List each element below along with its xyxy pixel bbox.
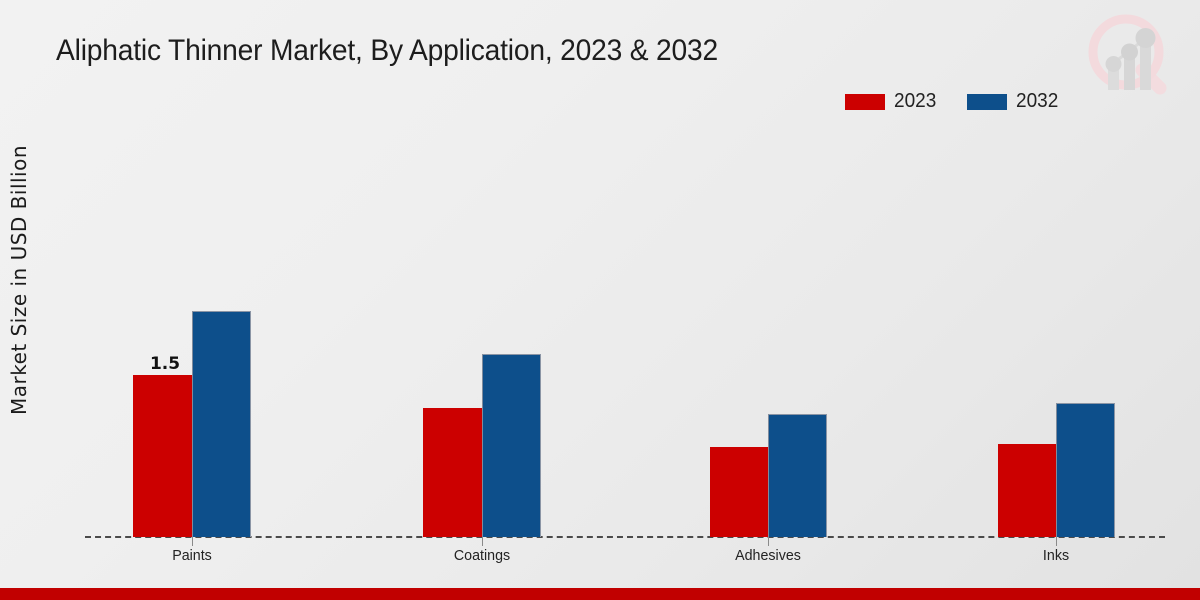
legend-item-2023[interactable]: 2023	[845, 90, 939, 113]
legend-swatch-icon	[966, 93, 1007, 110]
bar-paints-2032[interactable]	[192, 311, 251, 537]
bar-adhesives-2023[interactable]	[710, 447, 768, 537]
axis-tick	[1056, 537, 1057, 546]
axis-baseline	[85, 536, 1165, 538]
chart-legend: 2023 2032	[845, 90, 1060, 113]
axis-tick	[192, 537, 193, 546]
legend-label: 2023	[894, 90, 937, 112]
bar-adhesives-2032[interactable]	[768, 414, 827, 537]
category-label-adhesives: Adhesives	[735, 547, 801, 564]
bar-inks-2023[interactable]	[998, 444, 1056, 537]
legend-swatch-icon	[845, 93, 885, 110]
data-label-paints-2023: 1.5	[149, 354, 181, 374]
bar-inks-2032[interactable]	[1056, 403, 1115, 537]
footer-accent-bar	[0, 588, 1200, 600]
category-label-inks: Inks	[1042, 547, 1070, 564]
bar-paints-2023[interactable]	[133, 375, 192, 537]
category-label-coatings: Coatings	[453, 547, 511, 564]
bar-coatings-2023[interactable]	[423, 408, 482, 537]
category-label-paints: Paints	[172, 547, 212, 564]
bar-coatings-2032[interactable]	[482, 354, 541, 537]
axis-tick	[482, 537, 483, 546]
axis-tick	[768, 537, 769, 546]
page-title: Aliphatic Thinner Market, By Application…	[56, 34, 719, 67]
legend-item-2032[interactable]: 2032	[966, 90, 1061, 113]
legend-label: 2032	[1015, 90, 1058, 112]
